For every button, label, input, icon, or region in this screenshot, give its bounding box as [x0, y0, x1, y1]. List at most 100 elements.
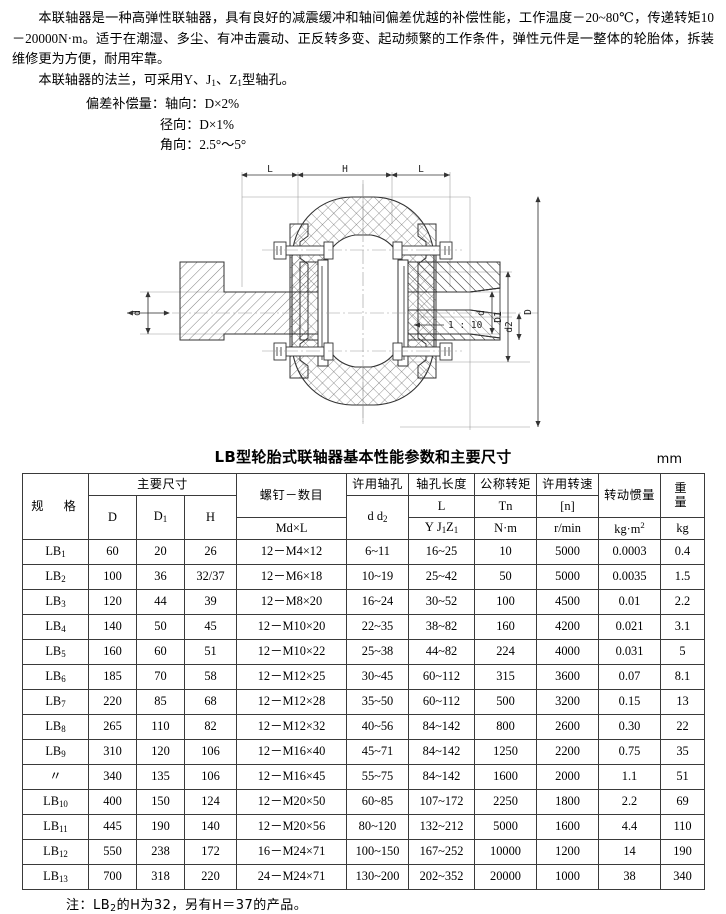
coupling-cross-section-drawing: L H L d d d2 D1 D 1 : 10	[0, 162, 726, 440]
cell-H: 82	[183, 713, 238, 740]
cell-D: 185	[88, 663, 137, 690]
table-head: 规 格 主要尺寸 螺钉－数目 许用轴孔 轴孔长度 公称转矩 许用转速 转动惯量 …	[22, 472, 706, 540]
offset-axial-value: D×2%	[204, 96, 240, 112]
cell-bore: 45~71	[346, 738, 410, 765]
label-shaft-dia-right: d	[476, 310, 487, 316]
cell-H: 140	[183, 813, 238, 840]
coupling-drawing-svg: L H L d d d2 D1 D 1 : 10	[126, 164, 541, 430]
cell-spec: LB5	[22, 638, 89, 665]
cell-D: 220	[88, 688, 137, 715]
cell-bore: 100~150	[346, 838, 410, 865]
cell-inertia: 2.2	[598, 788, 662, 815]
table-row: LB6 185 70 58 12－M12×25 30~45 60~112 315 3600 0.0…	[22, 663, 706, 690]
cell-speed: 4500	[536, 588, 600, 615]
cell-screws: 12－M16×45	[236, 763, 348, 790]
th-main-dims: 主要尺寸	[87, 472, 238, 496]
table-unit-label: mm	[656, 451, 682, 467]
cell-spec: LB6	[22, 663, 89, 690]
cell-weight: 1.5	[660, 563, 706, 590]
th-H: H	[183, 494, 238, 540]
cell-D1: 190	[136, 813, 185, 840]
cell-D: 160	[88, 638, 137, 665]
cell-bore_len: 107~172	[408, 788, 476, 815]
cell-bore: 10~19	[346, 563, 410, 590]
cell-spec: LB3	[22, 588, 89, 615]
th-speed-unit: r/min	[536, 516, 600, 540]
cell-torque: 160	[474, 613, 538, 640]
cell-inertia: 0.031	[598, 638, 662, 665]
cell-spec: LB12	[22, 838, 89, 865]
cell-bore_len: 38~82	[408, 613, 476, 640]
cell-D1: 238	[136, 838, 185, 865]
th-bore-sym: d d2	[346, 494, 410, 540]
table-row: LB9 310 120 106 12－M16×40 45~71 84~142 1250 2200…	[22, 738, 706, 765]
cell-screws: 16－M24×71	[236, 838, 348, 865]
cell-bore: 80~120	[346, 813, 410, 840]
cell-D1: 50	[136, 613, 185, 640]
cell-bore: 60~85	[346, 788, 410, 815]
spec-table-block: LB型轮胎式联轴器基本性能参数和主要尺寸 mm 规 格 主要尺寸 螺钉－数目 许…	[0, 446, 726, 914]
table-row: LB8 265 110 82 12－M12×32 40~56 84~142 800 2600 0.…	[22, 713, 706, 740]
cell-D1: 36	[136, 563, 185, 590]
cell-D1: 150	[136, 788, 185, 815]
cell-torque: 800	[474, 713, 538, 740]
cell-bore_len: 132~212	[408, 813, 476, 840]
center-lines	[150, 183, 540, 422]
flange-text-mid: 、Z	[216, 71, 238, 87]
cell-bore: 30~45	[346, 663, 410, 690]
table-row: LB12 550 238 172 16－M24×71 100~150 167~252 1000…	[22, 838, 706, 865]
offset-group-label: 偏差补偿量：	[85, 96, 166, 112]
th-torque-unit: N·m	[474, 516, 538, 540]
cell-screws: 12－M6×18	[236, 563, 348, 590]
cell-bore_len: 167~252	[408, 838, 476, 865]
cell-weight: 8.1	[660, 663, 706, 690]
table-title: LB型轮胎式联轴器基本性能参数和主要尺寸	[214, 447, 512, 466]
cell-screws: 12－M20×56	[236, 813, 348, 840]
table-body: LB1 60 20 26 12－M4×12 6~11 16~25 10 5000 0.0003 0.…	[22, 538, 706, 890]
offset-radial-value: D×1%	[199, 116, 234, 132]
cell-weight: 22	[660, 713, 706, 740]
cell-screws: 12－M10×22	[236, 638, 348, 665]
cell-H: 51	[183, 638, 238, 665]
cell-H: 106	[183, 738, 238, 765]
table-row: LB3 120 44 39 12－M8×20 16~24 30~52 100 4500 0.01 2…	[22, 588, 706, 615]
th-spec: 规 格	[22, 472, 89, 540]
cell-torque: 500	[474, 688, 538, 715]
cell-inertia: 0.01	[598, 588, 662, 615]
cell-speed: 2200	[536, 738, 600, 765]
cell-D: 340	[88, 763, 137, 790]
table-row: LB2 100 36 32/37 12－M6×18 10~19 25~42 50 5000 0.0…	[22, 563, 706, 590]
table-row: LB7 220 85 68 12－M12×28 35~50 60~112 500 3200 0.1…	[22, 688, 706, 715]
cell-bore_len: 60~112	[408, 688, 476, 715]
cell-inertia: 14	[598, 838, 662, 865]
cell-screws: 12－M4×12	[236, 538, 348, 565]
intro-paragraph-2: 本联轴器的法兰，可采用Y、J1、Z1型轴孔。	[12, 70, 714, 95]
cell-D: 550	[88, 838, 137, 865]
cell-bore: 55~75	[346, 763, 410, 790]
cell-inertia: 0.0003	[598, 538, 662, 565]
header-row-2: D D1 H d d2 L Tn [n]	[23, 494, 705, 540]
cell-screws: 12－M16×40	[236, 738, 348, 765]
cell-bore: 40~56	[346, 713, 410, 740]
drawing-labels: L H L d d d2 D1 D 1 : 10	[132, 164, 534, 333]
cell-torque: 50	[474, 563, 538, 590]
cell-torque: 1250	[474, 738, 538, 765]
cell-torque: 10000	[474, 838, 538, 865]
drawing-geometry	[126, 171, 541, 430]
dim-shaft-diameter-left	[126, 290, 170, 334]
cell-bore: 16~24	[346, 588, 410, 615]
cell-D1: 60	[136, 638, 185, 665]
cell-speed: 1200	[536, 838, 600, 865]
cell-weight: 190	[660, 838, 706, 865]
intro-paragraph-1: 本联轴器是一种高弹性联轴器，具有良好的减震缓冲和轴间偏差优越的补偿性能，工作温度…	[12, 10, 714, 66]
offset-angular-line: 角向：2.5°～5°	[12, 135, 714, 156]
cell-inertia: 1.1	[598, 763, 662, 790]
cell-D: 100	[88, 563, 137, 590]
table-row: LB10 400 150 124 12－M20×50 60~85 107~172 2250 18…	[22, 788, 706, 815]
offset-angular-label: 角向：	[159, 137, 200, 153]
cell-H: 124	[183, 788, 238, 815]
cell-D: 310	[88, 738, 137, 765]
label-hub-height: H	[342, 164, 348, 175]
cell-screws: 12－M12×32	[236, 713, 348, 740]
cell-H: 45	[183, 613, 238, 640]
